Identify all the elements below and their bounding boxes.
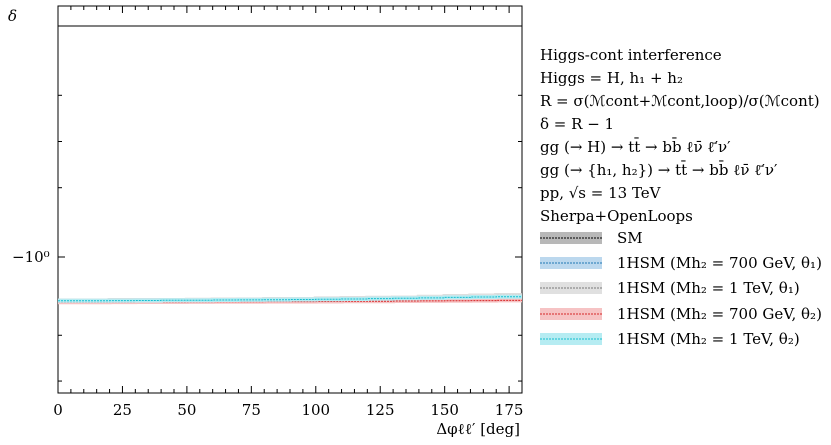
x-tick-label: 0 <box>53 401 63 419</box>
plot-frame <box>57 5 523 394</box>
info-line: gg (→ {h₁, h₂}) → tt̄ → bb̄ ℓν̄ ℓ̄′ν′ <box>540 161 778 179</box>
info-line: Higgs = H, h₁ + h₂ <box>540 69 683 87</box>
info-line: δ = R − 1 <box>540 115 614 133</box>
info-line: pp, √s = 13 TeV <box>540 184 662 202</box>
legend-label: 1HSM (Mh₂ = 700 GeV, θ₁) <box>617 254 822 272</box>
info-line: Sherpa+OpenLoops <box>540 207 693 225</box>
x-tick-label: 150 <box>430 401 459 419</box>
legend-entry: 1HSM (Mh₂ = 1 TeV, θ₁) <box>540 279 800 297</box>
series-line <box>58 296 522 302</box>
legend-label: 1HSM (Mh₂ = 700 GeV, θ₂) <box>617 305 822 323</box>
x-tick-label: 175 <box>495 401 524 419</box>
x-tick-label: 50 <box>177 401 196 419</box>
x-tick-labels: 0 25 50 75 100 125 150 175 <box>53 401 523 419</box>
y-axis-label: δ <box>8 7 17 25</box>
y-tick-label: −10⁰ <box>12 248 50 266</box>
legend-label: 1HSM (Mh₂ = 1 TeV, θ₁) <box>617 279 800 297</box>
x-tick-label: 75 <box>242 401 261 419</box>
series-lines <box>58 293 522 305</box>
info-block: Higgs-cont interference Higgs = H, h₁ + … <box>540 46 820 225</box>
x-tick-label: 25 <box>113 401 132 419</box>
legend-label: SM <box>617 229 643 247</box>
series-line <box>58 299 522 303</box>
x-ticks <box>57 6 523 393</box>
info-line: R = σ(ℳcont+ℳcont,loop)/σ(ℳcont) <box>540 92 820 110</box>
x-axis-title: Δφℓℓ′ [deg] <box>436 420 520 438</box>
info-line: gg (→ H) → tt̄ → bb̄ ℓν̄ ℓ̄′ν′ <box>540 138 731 156</box>
legend-label: 1HSM (Mh₂ = 1 TeV, θ₂) <box>617 330 800 348</box>
legend-entry: 1HSM (Mh₂ = 700 GeV, θ₁) <box>540 254 822 272</box>
legend-entry: 1HSM (Mh₂ = 1 TeV, θ₂) <box>540 330 800 348</box>
legend: SM 1HSM (Mh₂ = 700 GeV, θ₁) 1HSM (Mh₂ = … <box>540 229 822 348</box>
x-tick-label: 125 <box>366 401 395 419</box>
legend-entry: SM <box>540 229 643 247</box>
y-ticks <box>58 94 522 382</box>
x-tick-label: 100 <box>301 401 330 419</box>
legend-entry: 1HSM (Mh₂ = 700 GeV, θ₂) <box>540 305 822 323</box>
info-line: Higgs-cont interference <box>540 46 722 64</box>
